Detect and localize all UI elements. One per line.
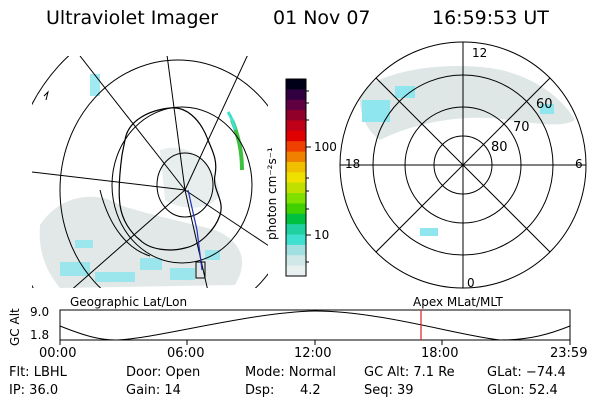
status-gc-alt: GC Alt: 7.1 Re [364, 365, 455, 380]
colorbar-segment [286, 172, 306, 184]
colorbar-segment [286, 265, 306, 277]
coastline [118, 107, 222, 251]
polar-map [339, 41, 587, 289]
colorbar-segment [286, 141, 306, 153]
time-tick-0600: 06:00 [167, 346, 205, 361]
status-door: Door: Open [126, 365, 201, 380]
altitude-axis-label: GC Alt [8, 308, 22, 346]
uv-emission-left [39, 147, 243, 288]
mlt-label-18: 18 [345, 157, 361, 171]
mlt-label-6: 6 [575, 157, 583, 171]
colorbar-segment [286, 120, 306, 132]
right-map-label: Apex MLat/MLT [413, 295, 503, 309]
status-dsp-value: 4.2 [300, 383, 321, 398]
colorbar-segment [286, 110, 306, 122]
status-mode: Mode: Normal [245, 365, 336, 380]
colorbar-segment [286, 203, 306, 215]
status-dsp-label: Dsp: [245, 383, 275, 398]
uv-emission-right [359, 66, 575, 140]
time-tick-0000: 00:00 [39, 346, 77, 361]
ground-track [187, 189, 203, 271]
colorbar-segment [286, 130, 306, 142]
status-gain: Gain: 14 [126, 383, 181, 398]
altitude-tick-1-8: 1.8 [30, 328, 50, 342]
time-tick-2359: 23:59 [550, 346, 588, 361]
colorbar-segment [286, 79, 306, 90]
colorbar [286, 79, 306, 277]
colorbar-segment [286, 213, 306, 225]
altitude-tick-9: 9.0 [30, 305, 50, 319]
mlat-label-70: 70 [513, 120, 530, 135]
colorbar-segment [286, 224, 306, 236]
observation-date: 01 Nov 07 [273, 7, 371, 29]
mlt-label-0: 0 [467, 276, 475, 290]
status-glat: GLat: −74.4 [487, 365, 566, 380]
mlat-label-60: 60 [536, 97, 553, 112]
time-tick-1800: 18:00 [421, 346, 459, 361]
status-filter: Flt: LBHL [9, 365, 67, 380]
status-seq: Seq: 39 [364, 383, 414, 398]
status-ip: IP: 36.0 [9, 383, 59, 398]
colorbar-segment [286, 182, 306, 194]
time-tick-1200: 12:00 [294, 346, 332, 361]
geographic-map [32, 56, 268, 288]
colorbar-segment [286, 234, 306, 246]
colorbar-segment [286, 161, 306, 173]
instrument-title: Ultraviolet Imager [46, 7, 219, 29]
altitude-plot [59, 309, 571, 345]
colorbar-segment [286, 99, 306, 111]
mlt-label-12: 12 [472, 46, 488, 60]
colorbar-tick-10: 10 [314, 228, 330, 242]
colorbar-segment [286, 193, 306, 205]
colorbar-ticks [306, 90, 311, 263]
colorbar-segment [286, 244, 306, 256]
colorbar-segment [286, 255, 306, 267]
left-map-label: Geographic Lat/Lon [70, 295, 188, 309]
status-glon: GLon: 52.4 [487, 383, 558, 398]
mlat-label-80: 80 [491, 140, 508, 155]
observation-time: 16:59:53 UT [432, 7, 549, 29]
colorbar-segment [286, 151, 306, 163]
altitude-curve [59, 310, 571, 341]
colorbar-segment [286, 89, 306, 101]
colorbar-unit-label: photon cm⁻²s⁻¹ [265, 147, 279, 240]
uv-aurora-right [362, 86, 554, 236]
colorbar-tick-100: 100 [314, 140, 337, 154]
